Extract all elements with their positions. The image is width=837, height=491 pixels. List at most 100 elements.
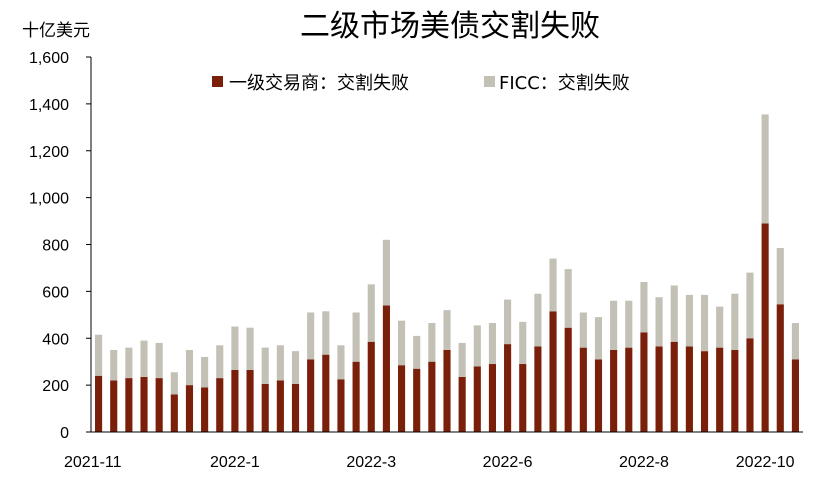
x-tick-label: 2022-10 <box>736 454 795 471</box>
bar-ficc <box>458 342 466 377</box>
bar-dealer <box>170 394 178 432</box>
bar-dealer <box>291 383 300 432</box>
legend: 一级交易商：交割失败 FICC：交割失败 <box>212 73 630 94</box>
chart-title: 二级市场美债交割失败 <box>300 9 600 44</box>
bar-dealer <box>731 349 739 432</box>
bar-ficc <box>610 300 618 350</box>
bar-ficc <box>549 258 557 312</box>
bar-dealer <box>110 380 118 432</box>
bar-ficc <box>534 293 542 347</box>
bar-dealer <box>640 332 648 432</box>
bar-ficc <box>352 312 360 362</box>
bar-ficc <box>564 269 572 328</box>
bar-dealer <box>594 359 603 432</box>
bar-ficc <box>125 347 133 379</box>
bar-ficc <box>594 317 603 360</box>
bar-dealer <box>519 364 527 432</box>
bar-ficc <box>246 327 254 370</box>
bar-ficc <box>155 342 163 379</box>
bar-dealer <box>504 344 512 432</box>
bar-ficc <box>716 306 724 348</box>
bar-ficc <box>519 321 527 365</box>
bar-dealer <box>95 375 103 432</box>
x-tick-label: 2022-8 <box>619 454 669 471</box>
bar-dealer <box>473 366 481 432</box>
bar-ficc <box>367 284 375 342</box>
bar-dealer <box>307 359 315 432</box>
bar-ficc <box>201 357 209 388</box>
bar-ficc <box>261 347 269 384</box>
bar-dealer <box>367 341 375 432</box>
bar-ficc <box>761 114 769 224</box>
bar-ficc <box>185 349 194 386</box>
bar-ficc <box>776 248 784 305</box>
bar-ficc <box>579 312 587 348</box>
bar-dealer <box>776 304 784 432</box>
bar-ficc <box>504 299 512 345</box>
bar-dealer <box>397 365 406 432</box>
x-tick-label: 2022-1 <box>210 454 260 471</box>
bar-dealer <box>246 369 254 432</box>
bar-dealer <box>685 346 693 432</box>
y-axis: 0 200 400 600 800 1,000 1,200 1,400 1,600 <box>29 50 92 442</box>
bar-dealer <box>337 379 345 432</box>
y-axis-unit: 十亿美元 <box>22 21 90 41</box>
bar-dealer <box>261 383 269 432</box>
bar-dealer <box>140 376 148 432</box>
y-tick-label: 400 <box>42 331 69 348</box>
bar-dealer <box>413 368 421 432</box>
x-tick-label: 2021-11 <box>64 454 122 471</box>
bar-dealer <box>185 385 194 432</box>
bar-ficc <box>413 335 421 369</box>
bar-dealer <box>352 361 360 432</box>
y-tick-label: 1,200 <box>29 144 69 161</box>
bar-dealer <box>458 376 466 432</box>
bar-ficc <box>625 300 633 348</box>
bar-ficc <box>231 326 239 370</box>
bar-dealer <box>201 387 209 432</box>
y-tick-label: 800 <box>42 238 69 255</box>
bar-ficc <box>443 310 451 350</box>
bar-dealer <box>231 369 239 432</box>
bar-dealer <box>700 351 709 432</box>
bar-ficc <box>731 293 739 350</box>
bars <box>95 114 799 432</box>
bar-ficc <box>640 282 648 333</box>
bar-ficc <box>322 311 330 355</box>
legend-swatch-ficc <box>484 76 495 87</box>
bar-ficc <box>428 323 436 362</box>
x-axis: 2021-11 2022-1 2022-3 2022-6 2022-8 2022-10 <box>64 431 803 471</box>
bar-ficc <box>382 239 390 306</box>
bar-dealer <box>382 305 390 432</box>
bar-ficc <box>276 345 284 381</box>
bar-dealer <box>428 361 436 432</box>
bar-ficc <box>746 272 754 339</box>
legend-swatch-dealer <box>212 76 223 87</box>
bar-ficc <box>670 285 678 342</box>
bar-ficc <box>170 372 178 395</box>
bar-ficc <box>791 323 799 360</box>
bar-dealer <box>276 380 284 432</box>
bar-ficc <box>397 320 406 366</box>
bar-dealer <box>488 364 497 432</box>
legend-label-dealer: 一级交易商：交割失败 <box>229 73 409 94</box>
bar-ficc <box>291 351 300 384</box>
bar-dealer <box>746 338 754 432</box>
bar-dealer <box>322 354 330 432</box>
bar-ficc <box>140 340 148 377</box>
bar-ficc <box>488 323 497 365</box>
bar-ficc <box>216 345 224 379</box>
bar-ficc <box>337 345 345 380</box>
bar-dealer <box>670 341 678 432</box>
x-tick-label: 2022-6 <box>483 454 533 471</box>
bar-dealer <box>610 349 618 432</box>
y-tick-label: 1,000 <box>29 191 69 208</box>
bar-ficc <box>700 294 709 352</box>
bar-ficc <box>685 294 693 347</box>
bar-dealer <box>716 347 724 432</box>
bar-ficc <box>95 334 103 376</box>
y-tick-label: 200 <box>42 378 69 395</box>
bar-dealer <box>443 349 451 432</box>
y-tick-label: 1,600 <box>29 50 69 67</box>
bar-dealer <box>655 346 663 432</box>
